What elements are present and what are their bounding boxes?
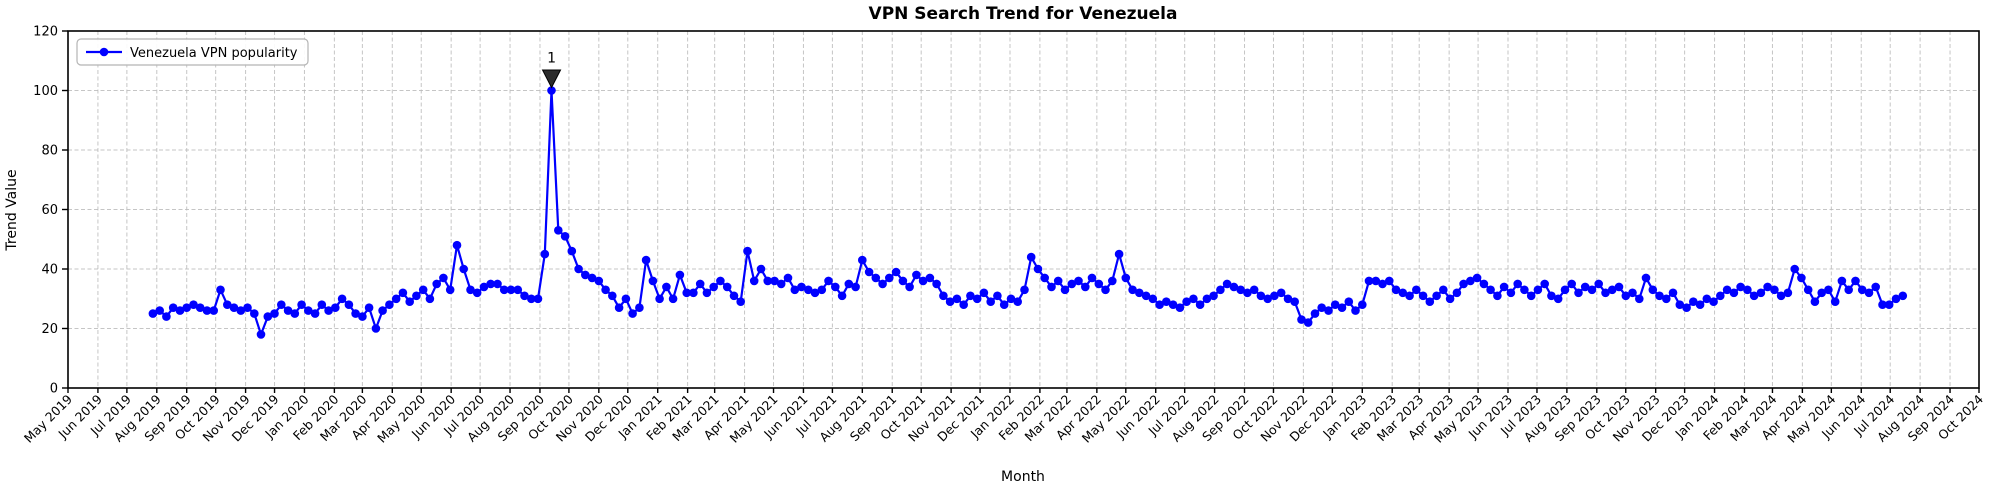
legend-entry-label: Venezuela VPN popularity — [130, 46, 298, 61]
svg-text:0: 0 — [50, 382, 58, 397]
peak-annotation — [541, 69, 562, 89]
svg-text:80: 80 — [41, 144, 58, 159]
svg-text:40: 40 — [41, 263, 58, 278]
svg-text:100: 100 — [33, 84, 58, 99]
x-axis-label: Month — [1001, 469, 1045, 485]
series-line-venezuela-vpn — [148, 86, 1908, 339]
svg-text:120: 120 — [33, 25, 58, 40]
svg-text:20: 20 — [41, 322, 58, 337]
gridlines — [67, 30, 1980, 389]
y-axis-label: Trend Value — [4, 169, 20, 251]
peak-annotation-label: 1 — [547, 51, 556, 67]
plot-border — [67, 30, 1980, 389]
svg-text:60: 60 — [41, 203, 58, 218]
axis-ticks — [62, 30, 1980, 393]
y-tick-labels: 0 20 40 60 80 100 120 — [33, 25, 58, 397]
chart-title: VPN Search Trend for Venezuela — [869, 4, 1178, 24]
circle-marker-icon — [99, 47, 109, 57]
legend-box — [76, 38, 309, 66]
legend: Venezuela VPN popularity — [76, 38, 309, 66]
